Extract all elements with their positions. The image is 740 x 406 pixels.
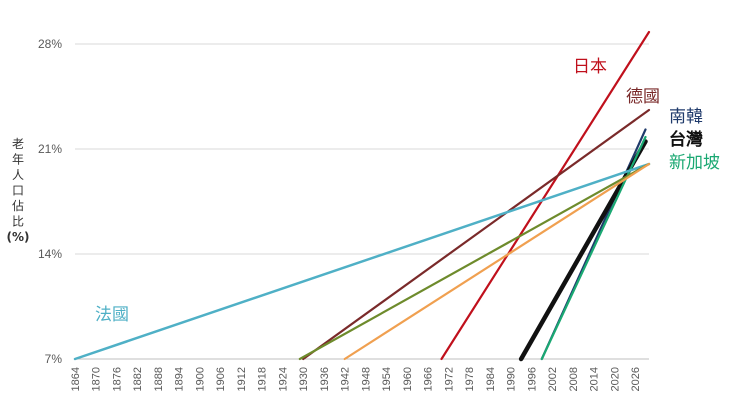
- x-tick-label: 1948: [360, 367, 372, 391]
- series-line-unlabeled: [343, 162, 651, 361]
- x-tick-label: 1888: [153, 367, 165, 391]
- y-tick-label: 21%: [38, 142, 62, 156]
- y-tick-label: 28%: [38, 37, 62, 51]
- label-south-korea: 南韓: [669, 107, 703, 127]
- series-line-德國: [302, 108, 651, 361]
- series-line-日本: [440, 30, 651, 361]
- y-axis-label-char: 佔: [12, 199, 24, 213]
- x-tick-label: 1900: [194, 367, 206, 391]
- x-tick-label: 1978: [464, 367, 476, 391]
- series-line-unlabeled: [298, 162, 651, 361]
- x-tick-label: 1876: [111, 367, 123, 391]
- series-lines: [73, 30, 651, 362]
- x-tick-label: 1912: [236, 367, 248, 391]
- y-axis-label-char: 比: [12, 215, 24, 229]
- label-singapore: 新加坡: [669, 153, 720, 173]
- series-line-法國: [73, 162, 651, 361]
- label-france: 法國: [95, 305, 129, 325]
- y-axis-label-char: 老: [12, 137, 24, 151]
- x-tick-label: 1882: [132, 367, 144, 391]
- x-tick-label: 2026: [630, 367, 642, 391]
- label-taiwan: 台灣: [669, 129, 703, 150]
- x-tick-label: 1924: [277, 367, 289, 391]
- x-tick-label: 1972: [443, 367, 455, 391]
- y-tick-label: 7%: [45, 352, 63, 366]
- x-tick-label: 1966: [423, 367, 435, 391]
- x-tick-label: 2008: [568, 367, 580, 391]
- y-axis-label-char: 年: [12, 153, 24, 167]
- x-tick-label: 1930: [298, 367, 310, 391]
- x-tick-label: 1864: [70, 367, 82, 391]
- gridlines: [75, 43, 649, 360]
- x-tick-label: 1870: [91, 367, 103, 391]
- y-axis-label-char: (%): [7, 230, 30, 244]
- x-tick-label: 2020: [609, 367, 621, 391]
- y-tick-label: 14%: [38, 247, 62, 261]
- y-axis-ticks: 7% 14% 21% 28%: [38, 37, 62, 366]
- series-line-新加坡: [540, 135, 647, 361]
- x-tick-label: 1990: [506, 367, 518, 391]
- x-tick-label: 1984: [485, 367, 497, 391]
- x-tick-label: 1954: [381, 367, 393, 391]
- x-tick-label: 1960: [402, 367, 414, 391]
- y-axis-label-char: 人: [12, 168, 24, 182]
- x-tick-label: 1918: [257, 367, 269, 391]
- x-tick-label: 1996: [526, 367, 538, 391]
- x-tick-label: 2002: [547, 367, 559, 391]
- label-japan: 日本: [573, 57, 607, 77]
- x-tick-label: 1936: [319, 367, 331, 391]
- x-tick-label: 1906: [215, 367, 227, 391]
- x-tick-label: 1894: [174, 367, 186, 391]
- x-tick-label: 1942: [340, 367, 352, 391]
- x-tick-label: 2014: [589, 367, 601, 391]
- y-axis-label-char: 口: [12, 184, 24, 198]
- x-axis-ticks: 1864 1870 1876 1882 1888 1894 1900 1906 1912 1918…: [70, 367, 642, 391]
- label-germany: 德國: [626, 87, 660, 107]
- series-line-台灣: [518, 139, 648, 362]
